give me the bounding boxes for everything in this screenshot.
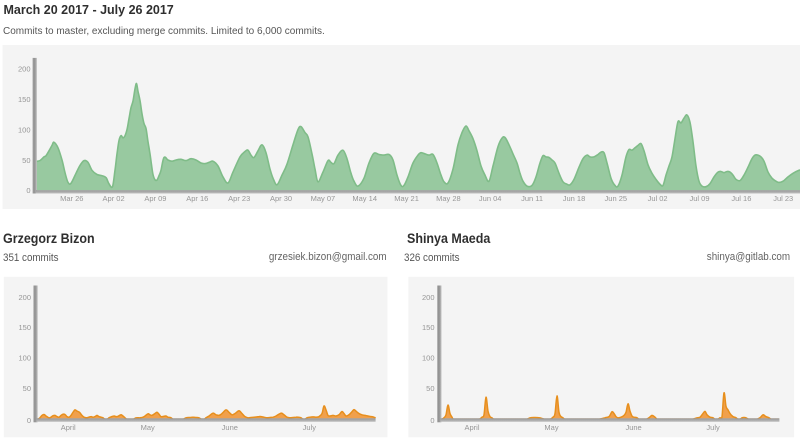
svg-text:Jun 04: Jun 04 — [479, 194, 502, 203]
svg-text:Apr 16: Apr 16 — [186, 194, 208, 203]
svg-text:July: July — [303, 423, 317, 432]
svg-text:150: 150 — [422, 323, 435, 332]
svg-text:Jul 09: Jul 09 — [689, 194, 709, 203]
svg-text:150: 150 — [18, 323, 31, 332]
svg-text:Jun 25: Jun 25 — [605, 194, 628, 203]
svg-text:50: 50 — [22, 156, 30, 165]
svg-text:May 07: May 07 — [311, 194, 336, 203]
svg-text:May 21: May 21 — [394, 194, 419, 203]
svg-text:100: 100 — [18, 354, 31, 363]
svg-text:May: May — [141, 423, 155, 432]
svg-text:Apr 09: Apr 09 — [144, 194, 166, 203]
svg-text:0: 0 — [27, 416, 31, 425]
svg-text:50: 50 — [23, 384, 31, 393]
svg-text:200: 200 — [18, 65, 31, 74]
svg-text:100: 100 — [422, 354, 435, 363]
svg-text:50: 50 — [426, 384, 434, 393]
svg-text:200: 200 — [422, 293, 435, 302]
svg-text:150: 150 — [18, 95, 31, 104]
svg-text:Jul 02: Jul 02 — [648, 194, 668, 203]
svg-text:0: 0 — [430, 416, 434, 425]
svg-text:July: July — [706, 423, 720, 432]
svg-text:Jul 23: Jul 23 — [773, 194, 793, 203]
svg-text:Apr 02: Apr 02 — [103, 194, 125, 203]
svg-text:May 14: May 14 — [352, 194, 377, 203]
svg-text:April: April — [61, 423, 76, 432]
svg-text:Apr 30: Apr 30 — [270, 194, 292, 203]
svg-text:June: June — [222, 423, 238, 432]
svg-text:0: 0 — [26, 186, 30, 195]
svg-text:Jun 11: Jun 11 — [521, 194, 543, 203]
svg-text:June: June — [625, 423, 641, 432]
svg-text:Apr 23: Apr 23 — [228, 194, 250, 203]
svg-text:100: 100 — [18, 125, 31, 134]
svg-text:Jul 16: Jul 16 — [731, 194, 751, 203]
svg-text:April: April — [464, 423, 479, 432]
svg-text:Mar 26: Mar 26 — [60, 194, 83, 203]
svg-text:May: May — [544, 423, 558, 432]
svg-text:200: 200 — [18, 293, 31, 302]
svg-text:May 28: May 28 — [436, 194, 461, 203]
svg-text:Jun 18: Jun 18 — [563, 194, 586, 203]
